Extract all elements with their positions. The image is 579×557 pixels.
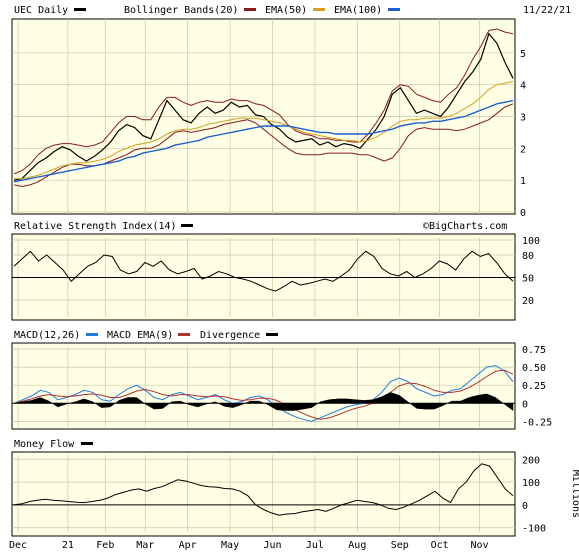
bollinger-label: Bollinger Bands(20) [124,5,238,16]
price-y-tick-labels: 0 1 2 3 4 5 [520,49,526,219]
macd-legend-swatch [86,333,98,336]
macd-label: MACD(12,26) [14,330,80,341]
money-flow-line [13,463,514,516]
ema50-label: EMA(50) [265,5,307,16]
price-line [13,32,514,181]
price-legend-swatch [74,8,86,11]
x-tick-label: Sep [391,540,409,551]
macd-ema-line [13,369,514,420]
x-axis-labels: Dec 21 Feb Mar Apr May Jun Jul Aug Sep Oct Nov [9,540,489,551]
bollinger-upper-line [13,28,514,175]
divergence-label: Divergence [200,330,260,341]
rsi-series-group [13,250,514,292]
rsi-gridlines [12,238,515,317]
bollinger-legend-swatch [244,8,256,11]
y-tick-label: 100 [522,478,540,489]
ema100-label: EMA(100) [334,5,382,16]
ema50-line [14,81,514,180]
y-tick-label: 0 [522,399,528,410]
y-tick-label: 0 [520,208,526,219]
money-flow-gridlines [12,455,515,532]
rsi-panel: Relative Strength Index(14) ©BigCharts.c… [11,221,540,321]
x-tick-label: May [221,540,239,551]
x-tick-label: Nov [471,540,489,551]
rsi-legend-swatch [181,224,193,227]
money-flow-y-tick-labels: 200 100 0 -100 [522,455,546,534]
y-tick-label: 0.75 [522,345,546,356]
macd-panel-frame [11,342,516,430]
money-flow-label: Money Flow [14,439,75,450]
watermark: ©BigCharts.com [423,221,507,232]
y-tick-label: 0.50 [522,363,546,374]
y-tick-label: 200 [522,455,540,466]
x-tick-label: Jun [263,540,281,551]
divergence-legend-swatch [266,333,278,336]
y-tick-label: 80 [522,251,534,262]
ema100-legend-swatch [388,8,400,11]
y-tick-label: -100 [522,524,546,535]
divergence-histogram [13,392,514,411]
ema100-line [13,99,514,183]
x-tick-label: Oct [431,540,449,551]
y-tick-label: 20 [522,296,534,307]
price-series-group [13,28,514,188]
macd-panel: MACD(12,26) MACD EMA(9) Divergence 0.750… [11,330,552,430]
y-tick-label: 50 [522,274,534,285]
y-tick-label: 3 [520,113,526,124]
rsi-label: Relative Strength Index(14) [14,221,177,232]
y-tick-label: 100 [522,236,540,247]
symbol-label: UEC Daily [14,5,68,16]
x-tick-label: Feb [96,540,114,551]
x-tick-label: 21 [62,540,74,551]
macd-y-tick-labels: 0.75 0.50 0.25 0 -0.25 [522,345,552,428]
x-tick-label: Apr [179,540,197,551]
x-tick-label: Aug [348,540,366,551]
ema50-legend-swatch [313,8,325,11]
price-legend: UEC Daily Bollinger Bands(20) EMA(50) EM… [14,5,571,16]
y-tick-label: 4 [520,81,526,92]
macd-ema-legend-swatch [178,333,190,336]
y-tick-label: 0 [522,501,528,512]
money-flow-panel: Money Flow 200 100 0 -100 Millions [11,439,579,537]
x-tick-label: Mar [136,540,154,551]
chart-date: 11/22/21 [523,5,571,16]
macd-series-group [13,365,514,422]
x-tick-label: Jul [306,540,324,551]
y-tick-label: 2 [520,144,526,155]
y-tick-label: 5 [520,49,526,60]
money-flow-unit-label: Millions [570,470,579,518]
x-tick-label: Dec [9,540,27,551]
money-flow-series-group [13,463,514,516]
y-tick-label: -0.25 [522,417,552,428]
rsi-line [13,250,514,292]
price-panel: 0 1 2 3 4 5 [11,18,526,219]
money-flow-legend-swatch [81,442,93,445]
y-tick-label: 0.25 [522,381,546,392]
y-tick-label: 1 [520,176,526,187]
rsi-y-tick-labels: 100 80 50 20 [522,236,540,307]
macd-ema-label: MACD EMA(9) [107,330,173,341]
